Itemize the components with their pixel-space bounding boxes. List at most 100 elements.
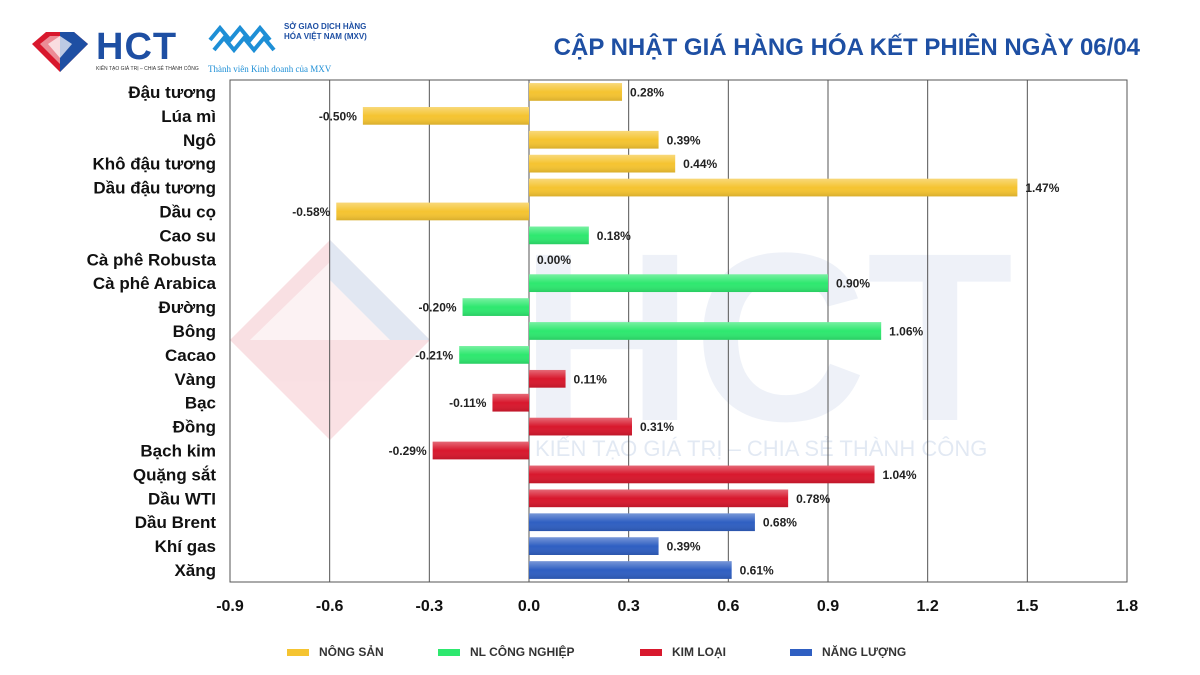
category-labels: Đậu tương Lúa mì Ngô Khô đậu tương Dầu đậu t… bbox=[87, 83, 217, 580]
bar-shine bbox=[529, 417, 632, 436]
data-label: 0.39% bbox=[667, 133, 701, 147]
legend-label: KIM LOẠI bbox=[672, 645, 726, 659]
legend-item-kim-loai: KIM LOẠI bbox=[640, 640, 726, 664]
category-label: Cao su bbox=[159, 226, 216, 245]
category-label: Vàng bbox=[174, 370, 216, 389]
x-tick-label: -0.3 bbox=[416, 598, 444, 615]
category-label: Đậu tương bbox=[128, 83, 216, 102]
data-label: 1.06% bbox=[889, 325, 923, 339]
mxv-waves-icon bbox=[208, 24, 276, 54]
bar-shine bbox=[529, 537, 659, 555]
x-tick-label: 0.6 bbox=[717, 598, 739, 615]
bar-chart: 0.28% -0.50% 0.39% 0.44% 1.47% -0.58% 0.18% 0.0… bbox=[87, 79, 1138, 615]
x-tick-label: 1.2 bbox=[917, 598, 939, 615]
legend-swatch bbox=[438, 648, 460, 656]
category-label: Đồng bbox=[173, 418, 216, 437]
bar-shine bbox=[529, 83, 623, 101]
legend-swatch bbox=[640, 648, 662, 656]
legend-swatch bbox=[790, 648, 812, 656]
category-label: Quặng sắt bbox=[133, 465, 216, 484]
hct-diamond-icon bbox=[32, 32, 88, 72]
mxv-logo: SỞ GIAO DỊCH HÀNG HÓA VIỆT NAM (MXV) Thà… bbox=[208, 22, 368, 76]
data-label: -0.29% bbox=[389, 444, 427, 458]
data-label: 1.04% bbox=[883, 468, 917, 482]
legend-label: NĂNG LƯỢNG bbox=[822, 645, 907, 659]
data-label: 0.68% bbox=[763, 516, 797, 530]
x-tick-label: -0.6 bbox=[316, 598, 344, 615]
category-label: Dầu cọ bbox=[159, 202, 216, 221]
category-label: Xăng bbox=[174, 561, 216, 580]
bar-shine bbox=[529, 369, 566, 388]
category-label: Dầu WTI bbox=[148, 489, 216, 508]
data-label: 0.44% bbox=[683, 157, 717, 171]
legend-label: NÔNG SẢN bbox=[319, 645, 384, 659]
bar-shine bbox=[529, 226, 589, 245]
legend-swatch bbox=[287, 648, 309, 656]
mxv-member-text: Thành viên Kinh doanh của MXV bbox=[208, 64, 332, 74]
x-tick-label: 1.8 bbox=[1116, 598, 1138, 615]
legend-item-nong-san: NÔNG SẢN bbox=[287, 640, 384, 664]
bar-shine bbox=[432, 441, 529, 460]
bar-shine bbox=[462, 298, 529, 316]
data-labels: 0.28% -0.50% 0.39% 0.44% 1.47% -0.58% 0.18% 0.0… bbox=[292, 85, 1059, 577]
category-label: Bạch kim bbox=[140, 442, 216, 461]
bar-shine bbox=[529, 561, 732, 579]
bar-shine bbox=[529, 489, 789, 508]
data-label: 0.11% bbox=[574, 372, 608, 386]
category-label: Khô đậu tương bbox=[92, 155, 216, 174]
category-label: Lúa mì bbox=[161, 107, 216, 126]
mxv-name: SỞ GIAO DỊCH HÀNG HÓA VIỆT NAM (MXV) bbox=[284, 22, 367, 41]
data-label: 0.18% bbox=[597, 229, 631, 243]
brand-tagline: KIẾN TẠO GIÁ TRỊ – CHIA SẺ THÀNH CÔNG bbox=[96, 66, 199, 72]
category-label: Bông bbox=[173, 322, 216, 341]
category-label: Bạc bbox=[185, 394, 216, 413]
bars bbox=[336, 83, 1018, 579]
header: HCT KIẾN TẠO GIÁ TRỊ – CHIA SẺ THÀNH CÔN… bbox=[0, 0, 1200, 80]
bar-shine bbox=[492, 393, 529, 412]
category-label: Ngô bbox=[183, 131, 216, 150]
data-label: 0.61% bbox=[740, 564, 774, 578]
data-label: -0.21% bbox=[415, 348, 453, 362]
legend: NÔNG SẢN NL CÔNG NGHIỆP KIM LOẠI NĂNG LƯỢNG bbox=[0, 640, 1200, 664]
data-label: 0.00% bbox=[537, 253, 571, 267]
x-tick-label: 0.0 bbox=[518, 598, 540, 615]
category-label: Đường bbox=[159, 298, 216, 317]
bar-shine bbox=[529, 178, 1018, 197]
legend-item-nl-cong-nghiep: NL CÔNG NGHIỆP bbox=[438, 640, 574, 664]
data-label: -0.50% bbox=[319, 109, 357, 123]
category-label: Dầu đậu tương bbox=[93, 179, 216, 198]
x-tick-label: 0.9 bbox=[817, 598, 839, 615]
data-label: -0.20% bbox=[419, 301, 457, 315]
data-label: 0.28% bbox=[630, 85, 664, 99]
x-tick-label: 1.5 bbox=[1016, 598, 1038, 615]
hct-logo: HCT KIẾN TẠO GIÁ TRỊ – CHIA SẺ THÀNH CÔN… bbox=[30, 22, 199, 74]
bar-shine bbox=[459, 346, 529, 364]
page-title: CẬP NHẬT GIÁ HÀNG HÓA KẾT PHIÊN NGÀY 06/… bbox=[553, 34, 1140, 61]
bar-shine bbox=[529, 322, 882, 340]
legend-label: NL CÔNG NGHIỆP bbox=[470, 645, 575, 659]
bar-shine bbox=[529, 154, 676, 173]
brand-word: HCT bbox=[96, 26, 178, 68]
x-tick-label: -0.9 bbox=[216, 598, 244, 615]
category-label: Khí gas bbox=[155, 537, 216, 556]
bar-shine bbox=[362, 107, 529, 125]
category-label: Cà phê Arabica bbox=[93, 274, 217, 293]
bar-shine bbox=[529, 513, 755, 532]
legend-item-nang-luong: NĂNG LƯỢNG bbox=[790, 640, 906, 664]
data-label: 0.39% bbox=[667, 540, 701, 554]
bar-shine bbox=[336, 202, 529, 221]
category-label: Cà phê Robusta bbox=[87, 250, 217, 269]
data-label: -0.11% bbox=[449, 396, 487, 410]
bar-shine bbox=[529, 465, 875, 484]
x-tick-label: 0.3 bbox=[618, 598, 640, 615]
bar-shine bbox=[529, 274, 828, 293]
category-label: Cacao bbox=[165, 346, 216, 365]
data-label: 0.78% bbox=[796, 492, 830, 506]
data-label: 0.90% bbox=[836, 277, 870, 291]
data-label: 0.31% bbox=[640, 420, 674, 434]
x-axis-ticks: -0.9 -0.6 -0.3 0.0 0.3 0.6 0.9 1.2 1.5 1.8 bbox=[216, 598, 1138, 615]
data-label: 1.47% bbox=[1025, 181, 1059, 195]
bar-shine bbox=[529, 130, 659, 149]
data-label: -0.58% bbox=[292, 205, 330, 219]
category-label: Dầu Brent bbox=[135, 513, 217, 532]
